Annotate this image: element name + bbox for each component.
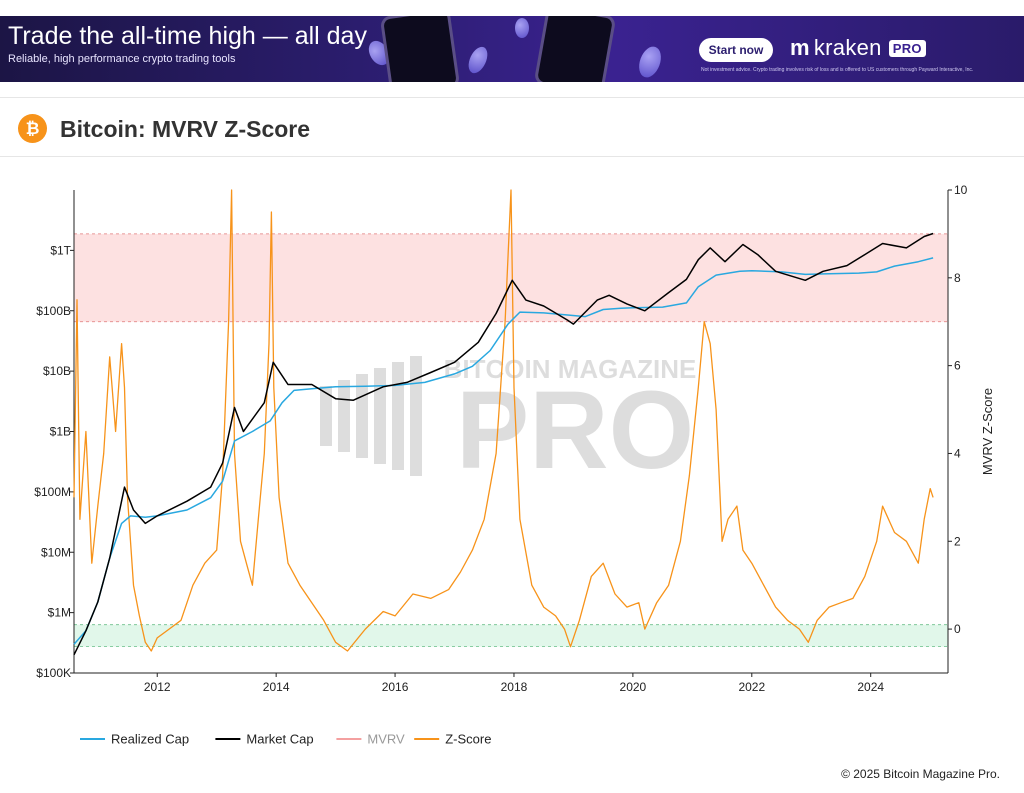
ad-brand-badge: PRO bbox=[888, 39, 926, 57]
ad-phone-image-icon bbox=[379, 16, 461, 82]
legend-label: Market Cap bbox=[246, 732, 313, 747]
ad-decor-blob-icon bbox=[635, 43, 665, 81]
legend-item[interactable]: Market Cap bbox=[215, 732, 314, 747]
page-title: Bitcoin: MVRV Z-Score bbox=[60, 116, 311, 142]
legend-item[interactable]: Z-Score bbox=[414, 732, 491, 747]
legend-item[interactable]: MVRV bbox=[336, 732, 405, 747]
kraken-m-icon: m bbox=[790, 35, 810, 60]
y-left-tick-label: $1T bbox=[50, 243, 71, 257]
ad-phone-image-icon bbox=[533, 16, 617, 82]
y-left-tick-label: $100K bbox=[36, 666, 71, 680]
y-right-tick-label: 6 bbox=[954, 359, 961, 373]
watermark-line1: BITCOIN MAGAZINE bbox=[444, 354, 697, 384]
y-right-axis-label: MVRV Z-Score bbox=[980, 388, 995, 475]
watermark-bar-icon bbox=[392, 362, 404, 470]
ad-headline: Trade the all-time high — all day bbox=[8, 22, 367, 50]
undervalued-band bbox=[74, 624, 948, 647]
ad-decor-blob-icon bbox=[464, 43, 492, 77]
bitcoin-icon: ₿ bbox=[18, 114, 47, 143]
legend-label: Realized Cap bbox=[111, 732, 189, 747]
watermark-bar-icon bbox=[338, 380, 350, 452]
x-tick-label: 2016 bbox=[382, 680, 409, 694]
y-right-tick-label: 8 bbox=[954, 271, 961, 285]
y-left-tick-label: $1M bbox=[48, 606, 71, 620]
watermark-bar-icon bbox=[374, 368, 386, 464]
y-left-tick-label: $100B bbox=[36, 304, 71, 318]
x-tick-label: 2020 bbox=[620, 680, 647, 694]
ad-subline: Reliable, high performance crypto tradin… bbox=[8, 53, 236, 65]
y-right-tick-label: 0 bbox=[954, 622, 961, 636]
x-tick-label: 2024 bbox=[857, 680, 884, 694]
y-right-tick-label: 2 bbox=[954, 534, 961, 548]
ad-disclaimer: Not investment advice. Crypto trading in… bbox=[701, 67, 974, 73]
series-line-z-score bbox=[73, 189, 934, 652]
copyright: © 2025 Bitcoin Magazine Pro. bbox=[841, 767, 1000, 781]
ad-decor-blob-icon bbox=[515, 18, 529, 38]
y-right-tick-label: 4 bbox=[954, 446, 961, 460]
y-left-tick-label: $1B bbox=[50, 425, 71, 439]
x-tick-label: 2014 bbox=[263, 680, 290, 694]
ad-banner[interactable]: Trade the all-time high — all day Reliab… bbox=[0, 16, 1024, 82]
y-left-tick-label: $10B bbox=[43, 364, 71, 378]
ad-start-now-button[interactable]: Start now bbox=[699, 38, 773, 62]
legend-label: MVRV bbox=[367, 732, 405, 747]
legend-label: Z-Score bbox=[445, 732, 491, 747]
chart-area[interactable]: BITCOIN MAGAZINE PRO $100K $1M $10M $100M $1B $… bbox=[0, 158, 1024, 793]
y-right-tick-label: 10 bbox=[954, 183, 968, 197]
watermark-bar-icon bbox=[320, 386, 332, 446]
chart-title-bar: ₿ Bitcoin: MVRV Z-Score bbox=[0, 97, 1024, 157]
series-line-market-cap bbox=[73, 232, 934, 656]
ad-brand-name: kraken bbox=[813, 35, 882, 60]
y-left-tick-label: $100M bbox=[34, 485, 71, 499]
kraken-pro-logo: m kraken PRO bbox=[790, 35, 926, 61]
series-line-realized-cap bbox=[73, 257, 934, 645]
watermark-bar-icon bbox=[410, 356, 422, 476]
x-tick-label: 2022 bbox=[738, 680, 765, 694]
x-tick-label: 2018 bbox=[501, 680, 528, 694]
watermark-line2: PRO bbox=[456, 369, 694, 492]
overvalued-band bbox=[74, 233, 948, 322]
x-tick-label: 2012 bbox=[144, 680, 171, 694]
legend-item[interactable]: Realized Cap bbox=[80, 732, 189, 747]
y-left-tick-label: $10M bbox=[41, 545, 71, 559]
